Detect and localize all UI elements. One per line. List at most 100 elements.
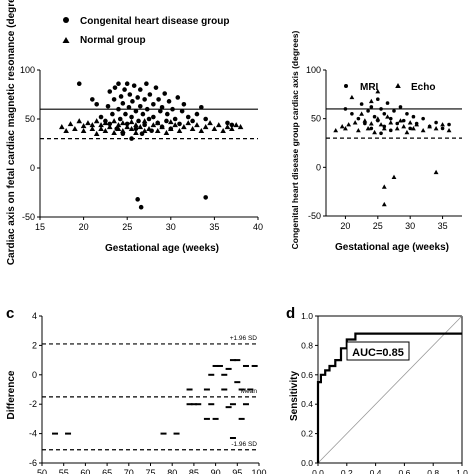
chd-point [135,197,140,202]
y-tick-label: 0 [316,162,321,172]
x-tick-label: 65 [102,468,112,474]
y-tick-label: 0.8 [301,340,313,350]
chd-point [131,83,137,88]
chd-point [177,121,182,127]
chd-point [203,195,208,200]
normal-point [163,129,170,135]
chd-point [146,116,152,122]
mri-point [440,126,445,131]
normal-point [176,127,183,133]
y-tick-label: 0 [32,370,37,380]
mri-point [369,105,374,109]
roc-curve [316,332,462,463]
chd-point [76,81,82,87]
normal-point [76,118,83,124]
mri-point [376,118,380,123]
echo-point [375,89,381,94]
panel-c-ylabel: Difference [6,370,17,419]
echo-point [381,184,387,189]
echo-point [398,118,403,123]
y-tick-label: 50 [311,114,321,124]
normal-point [85,120,91,126]
normal-point [168,119,174,125]
mri-point [343,107,348,111]
x-tick-label: 1.0 [456,468,468,474]
chd-point [114,126,120,132]
y-tick-label: -50 [308,211,321,221]
normal-point [189,126,196,132]
echo-point [446,127,452,133]
chd-point [165,111,170,117]
chd-point [149,128,154,134]
chd-point [158,108,163,114]
chd-point [129,136,134,141]
normal-point [89,122,96,128]
echo-point [362,118,368,123]
chd-point [159,104,165,110]
y-tick-label: -2 [29,399,37,409]
panel-b: Congenital heart disease group cardiac a… [290,30,462,253]
normal-point [111,129,117,135]
echo-point [420,127,426,133]
normal-point [220,127,226,133]
echo-point [401,124,407,129]
y-tick-label: -6 [29,458,37,468]
chd-point [199,104,204,110]
mri-point [359,102,364,106]
echo-point [381,201,387,207]
y-tick-label: 50 [25,114,35,124]
chd-point [107,89,113,94]
y-tick-label: 0.2 [301,429,313,439]
panel-c-axes: 50 55 60 65 70 75 80 85 90 95 100 -6 -4 -2 0 2 4 [29,311,267,474]
panel-b-axes: 20 25 30 35 -50 0 50 100 [306,65,462,231]
chd-point [98,114,104,120]
echo-point [433,126,439,131]
mri-point [382,112,387,116]
normal-point [102,127,109,133]
mri-point [385,101,390,105]
chd-point [190,118,195,124]
echo-point [378,122,384,127]
x-tick-label: 0.6 [398,468,410,474]
mri-point [405,112,409,116]
normal-point [80,127,87,133]
panel-b-marks [326,89,462,207]
normal-point [233,122,239,128]
normal-point [133,122,139,128]
chd-point [151,102,156,107]
mri-point [434,120,438,125]
y-tick-label: 100 [306,65,321,75]
x-tick-label: 30 [166,222,176,232]
echo-point [352,120,358,125]
y-tick-label: 4 [32,311,37,321]
panel-a-legend-normal: Normal group [80,35,146,46]
mri-point [388,116,393,121]
panel-a-ylabel: Cardiac axis on fetal cardiac magnetic r… [6,0,17,265]
mri-point [379,131,383,136]
chd-point [166,99,172,104]
chd-point [110,111,115,117]
chd-point [144,106,150,112]
chd-point [181,102,187,107]
normal-point [93,130,100,136]
chd-point [90,97,95,102]
chd-point [136,118,141,124]
mri-point [447,122,451,127]
x-tick-label: 35 [209,222,219,232]
chd-point [130,99,135,104]
chd-point [147,92,153,97]
echo-point [343,126,348,131]
echo-point [349,94,355,100]
mri-point [411,114,416,119]
chd-point [126,104,132,110]
x-tick-label: 35 [438,221,448,231]
y-tick-label: 0.0 [301,458,313,468]
x-tick-label: 50 [37,468,47,474]
chance-diagonal-line [317,315,463,464]
chd-point [185,114,191,120]
chd-point [123,111,128,117]
chd-point [137,87,143,92]
echo-point [394,126,400,131]
chd-point [142,122,147,128]
x-tick-label: 25 [122,222,132,232]
